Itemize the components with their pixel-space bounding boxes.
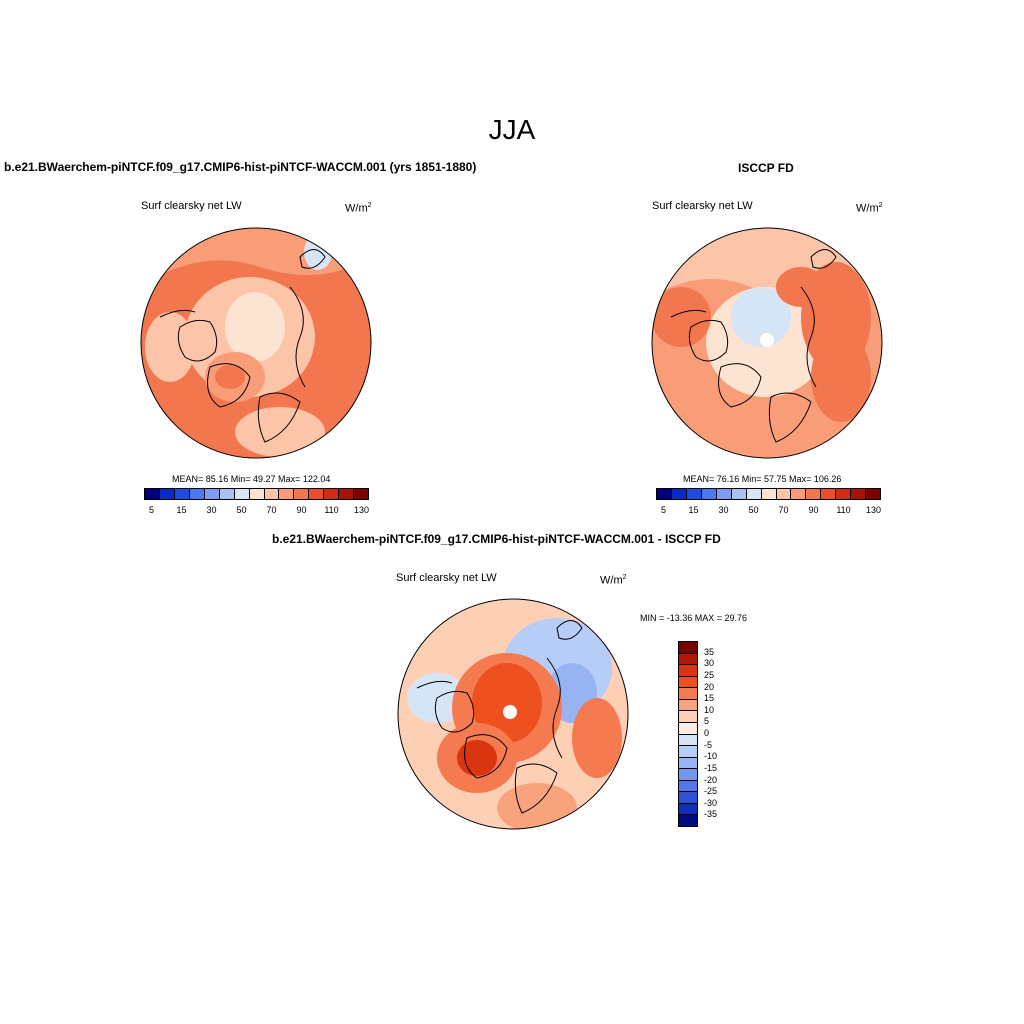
colorbar-tick-label: -20: [704, 774, 718, 785]
colorbar-swatch: [679, 676, 697, 689]
colorbar-swatch: [145, 489, 160, 499]
colorbar-swatch: [866, 489, 881, 499]
colorbar-swatch: [189, 489, 205, 499]
colorbar-swatch: [731, 489, 747, 499]
colorbar-swatch: [679, 757, 697, 770]
diff-minmax: MIN = -13.36 MAX = 29.76: [640, 613, 748, 623]
colorbar-tick-label: 110: [324, 505, 339, 515]
colorbar-swatch: [761, 489, 777, 499]
colorbar-tick-label: 5: [148, 505, 154, 515]
colorbar-swatch: [679, 722, 697, 735]
colorbar-tick-label: 130: [353, 505, 370, 515]
colorbar-tick-label: -30: [704, 797, 718, 808]
colorbar-tick-label: -25: [704, 786, 718, 797]
right-stats: MEAN= 76.16 Min= 57.75 Max= 106.26: [683, 474, 842, 484]
colorbar-tick-label: -5: [704, 739, 713, 750]
colorbar-swatch: [679, 642, 697, 654]
diff-units: W/m2: [600, 574, 627, 587]
colorbar-tick-label: 50: [748, 505, 759, 515]
colorbar-tick-label: 5: [660, 505, 666, 515]
diff-polar-map: [397, 598, 629, 830]
colorbar-swatch: [716, 489, 732, 499]
colorbar-tick-label: -35: [704, 809, 718, 820]
colorbar-swatch: [279, 489, 295, 499]
colorbar-swatch: [204, 489, 220, 499]
colorbar-swatch: [219, 489, 235, 499]
left-variable-label: Surf clearsky net LW: [141, 200, 242, 212]
colorbar-swatch: [671, 489, 687, 499]
colorbar-tick-label: -15: [704, 762, 718, 773]
left-polar-map: [140, 227, 372, 459]
colorbar-swatch: [679, 711, 697, 723]
colorbar-swatch: [249, 489, 265, 499]
colorbar-swatch: [657, 489, 672, 499]
colorbar-swatch: [354, 489, 369, 499]
colorbar-swatch: [679, 699, 697, 712]
colorbar-swatch: [679, 746, 697, 758]
colorbar-tick-label: 30: [718, 505, 729, 515]
colorbar-tick-label: 90: [296, 505, 307, 515]
colorbar-tick-label: -10: [704, 751, 718, 762]
diff-colorbar: [678, 641, 698, 827]
left-stats: MEAN= 85.16 Min= 49.27 Max= 122.04: [172, 474, 331, 484]
colorbar-swatch: [264, 489, 280, 499]
colorbar-tick-label: 15: [704, 693, 715, 704]
colorbar-tick-label: 30: [206, 505, 217, 515]
diff-variable-label: Surf clearsky net LW: [396, 572, 497, 584]
colorbar-swatch: [776, 489, 792, 499]
colorbar-tick-label: 15: [688, 505, 699, 515]
colorbar-tick-label: 0: [704, 728, 710, 738]
colorbar-tick-label: 30: [704, 658, 715, 669]
colorbar-tick-label: 15: [176, 505, 187, 515]
colorbar-tick-label: 10: [704, 704, 715, 715]
right-polar-map: [651, 227, 883, 459]
colorbar-swatch: [806, 489, 822, 499]
colorbar-swatch: [679, 780, 697, 793]
colorbar-tick-label: 50: [236, 505, 247, 515]
colorbar-swatch: [174, 489, 190, 499]
colorbar-swatch: [679, 769, 697, 781]
colorbar-tick-label: 35: [704, 646, 715, 657]
colorbar-tick-label: 110: [836, 505, 851, 515]
colorbar-swatch: [746, 489, 762, 499]
colorbar-swatch: [294, 489, 310, 499]
colorbar-swatch: [679, 688, 697, 700]
left-units: W/m2: [345, 202, 372, 215]
right-variable-label: Surf clearsky net LW: [652, 200, 753, 212]
diff-panel-title: b.e21.BWaerchem-piNTCF.f09_g17.CMIP6-his…: [272, 532, 721, 546]
right-colorbar: [656, 488, 881, 500]
right-units: W/m2: [856, 202, 883, 215]
colorbar-swatch: [679, 653, 697, 666]
colorbar-swatch: [159, 489, 175, 499]
colorbar-swatch: [701, 489, 717, 499]
colorbar-swatch: [679, 792, 697, 804]
colorbar-swatch: [234, 489, 250, 499]
colorbar-tick-label: 25: [704, 669, 715, 680]
colorbar-swatch: [791, 489, 807, 499]
colorbar-swatch: [309, 489, 325, 499]
colorbar-swatch: [679, 665, 697, 677]
left-panel-title: b.e21.BWaerchem-piNTCF.f09_g17.CMIP6-his…: [4, 160, 477, 174]
colorbar-swatch: [686, 489, 702, 499]
colorbar-swatch: [339, 489, 355, 499]
colorbar-swatch: [836, 489, 852, 499]
right-panel-title: ISCCP FD: [738, 161, 794, 175]
colorbar-tick-label: 20: [704, 681, 715, 692]
colorbar-tick-label: 130: [865, 505, 882, 515]
colorbar-tick-label: 70: [266, 505, 277, 515]
colorbar-swatch: [679, 734, 697, 747]
colorbar-tick-label: 90: [808, 505, 819, 515]
colorbar-tick-label: 5: [704, 716, 710, 727]
colorbar-swatch: [679, 815, 697, 826]
colorbar-tick-label: 70: [778, 505, 789, 515]
left-colorbar: [144, 488, 369, 500]
colorbar-swatch: [679, 803, 697, 816]
colorbar-swatch: [821, 489, 837, 499]
colorbar-swatch: [851, 489, 867, 499]
colorbar-swatch: [324, 489, 340, 499]
figure-title: JJA: [488, 114, 536, 145]
